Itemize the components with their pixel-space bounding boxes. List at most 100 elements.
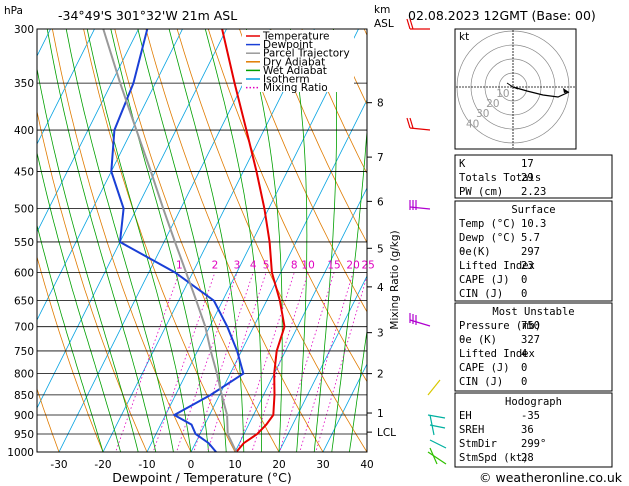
wet-adiabat--16 xyxy=(37,150,122,452)
km-unit-label: km xyxy=(374,4,390,16)
pressure-ticks: 300 350 400 450 500 550 600 650 700 750 800 850 900 9… xyxy=(7,24,34,459)
pressure-tick-850: 850 xyxy=(14,390,34,402)
wind-barb-1000 xyxy=(427,447,447,465)
mixing-ratio-label-1: 1 xyxy=(176,260,183,272)
surface-theta-e-value: 297 xyxy=(521,246,540,258)
surface-dewp-value: 5.7 xyxy=(521,232,540,244)
wind-barb-975 xyxy=(429,439,447,449)
surface-lifted-index-value: 23 xyxy=(521,260,534,272)
wind-barb-500 xyxy=(409,200,431,210)
isotherm--70 xyxy=(37,29,95,145)
legend-item-3: Dry Adiabat xyxy=(263,56,325,68)
dry-adiabat-30 xyxy=(145,29,324,452)
km-tick-5: 5 xyxy=(377,243,384,255)
mu-theta-e-label: θe (K) xyxy=(459,334,497,346)
mu-pressure-label: Pressure (mb) xyxy=(459,320,541,332)
dry-adiabat-60 xyxy=(239,29,367,313)
wet-adiabat-24 xyxy=(289,29,308,452)
dry-adiabat-0 xyxy=(51,29,192,452)
sreh-value: 36 xyxy=(521,424,534,436)
eh-label: EH xyxy=(459,410,472,422)
mixing-ratio-5 xyxy=(206,272,267,452)
temp-tick-30: 30 xyxy=(316,459,329,471)
legend-item-2: Parcel Trajectory xyxy=(263,48,350,60)
hodograph-ring-label-30: 30 xyxy=(476,108,489,120)
precipitable-water-value: 2.23 xyxy=(521,186,546,198)
pressure-tick-500: 500 xyxy=(14,203,34,215)
hodograph-ring-label-10: 10 xyxy=(496,88,509,100)
km-ticks: 8 7 6 5 4 3 2 1 LCL xyxy=(367,98,396,439)
pressure-tick-650: 650 xyxy=(14,296,34,308)
location-title: -34°49'S 301°32'W 21m ASL xyxy=(58,8,237,23)
wind-barb-700 xyxy=(409,313,431,327)
hodograph-trace xyxy=(512,86,570,98)
k-index-label: K xyxy=(459,158,466,170)
storm-speed-value: 28 xyxy=(521,452,534,464)
surface-dewp-label: Dewp (°C) xyxy=(459,232,516,244)
km-tick-7: 7 xyxy=(377,152,384,164)
legend-item-0: Temperature xyxy=(262,31,330,43)
pressure-tick-550: 550 xyxy=(14,237,34,249)
eh-value: -35 xyxy=(521,410,540,422)
wet-adiabat-16 xyxy=(204,29,263,452)
surface-title: Surface xyxy=(511,204,555,216)
km-tick-1: 1 xyxy=(377,408,384,420)
surface-cin-value: 0 xyxy=(521,288,527,300)
isotherm--60 xyxy=(37,29,139,233)
mu-lifted-index-value: 4 xyxy=(521,348,527,360)
temp-tick-20: 20 xyxy=(272,459,285,471)
wet-adiabat-36 xyxy=(348,328,367,452)
totals-totals-value: 29 xyxy=(521,172,534,184)
temp-tick-0: 0 xyxy=(188,459,195,471)
wet-adiabat-12 xyxy=(168,29,245,452)
wind-barb-300 xyxy=(406,18,430,30)
mixing-ratio-8 xyxy=(236,272,295,452)
pressure-tick-350: 350 xyxy=(14,78,34,90)
precipitable-water-label: PW (cm) xyxy=(459,186,503,198)
mixing-ratio-label-4: 4 xyxy=(250,260,257,272)
mu-cin-label: CIN (J) xyxy=(459,376,503,388)
wet-adiabat--4 xyxy=(65,29,174,452)
temp-tick--20: -20 xyxy=(94,459,111,471)
pressure-tick-950: 950 xyxy=(14,429,34,441)
wind-barb-850 xyxy=(427,379,441,396)
wet-adiabat-40 xyxy=(366,449,367,452)
temp-tick-10: 10 xyxy=(228,459,241,471)
hodograph-storm-marker xyxy=(506,82,519,90)
dry-adiabat-10 xyxy=(83,29,236,452)
surface-temp-value: 10.3 xyxy=(521,218,546,230)
dry-adiabat--20 xyxy=(37,255,104,452)
legend-item-4: Wet Adiabat xyxy=(263,65,327,77)
hodograph-ring-label-20: 20 xyxy=(486,98,499,110)
pressure-tick-600: 600 xyxy=(14,268,34,280)
surface-lifted-index-label: Lifted Index xyxy=(459,260,535,272)
legend-item-1: Dewpoint xyxy=(263,39,313,51)
mixing-ratio-label-3: 3 xyxy=(234,260,241,272)
stats-box-most-unstable xyxy=(454,302,613,392)
isobar-lines xyxy=(37,29,367,452)
dry-adiabat-80 xyxy=(301,29,367,175)
wet-adiabat-8 xyxy=(137,29,227,452)
mu-pressure-value: 750 xyxy=(521,320,540,332)
km-tick-8: 8 xyxy=(377,98,384,110)
mu-cape-value: 0 xyxy=(521,362,527,374)
mixing-ratio-label-2: 2 xyxy=(212,260,219,272)
sreh-label: SREH xyxy=(459,424,484,436)
mu-theta-e-value: 327 xyxy=(521,334,540,346)
wet-adiabat--8 xyxy=(46,29,157,452)
hodograph-ring-label-40: 40 xyxy=(466,118,479,130)
hodograph-arrow xyxy=(563,88,569,93)
hodograph-unit: kt xyxy=(459,31,469,43)
mixing-ratio-label-8: 8 xyxy=(291,260,298,272)
pressure-tick-450: 450 xyxy=(14,166,34,178)
dry-adiabat-50 xyxy=(207,29,367,383)
y-axis-label: Mixing Ratio (g/kg) xyxy=(389,230,401,329)
wet-adiabat--12 xyxy=(37,66,139,452)
dry-adiabat-lines xyxy=(37,29,367,452)
dry-adiabat-40 xyxy=(176,29,367,452)
wet-adiabat--20 xyxy=(37,223,104,452)
temp-tick--30: -30 xyxy=(50,459,67,471)
mixing-ratio-10 xyxy=(251,272,309,452)
pressure-tick-900: 900 xyxy=(14,410,34,422)
